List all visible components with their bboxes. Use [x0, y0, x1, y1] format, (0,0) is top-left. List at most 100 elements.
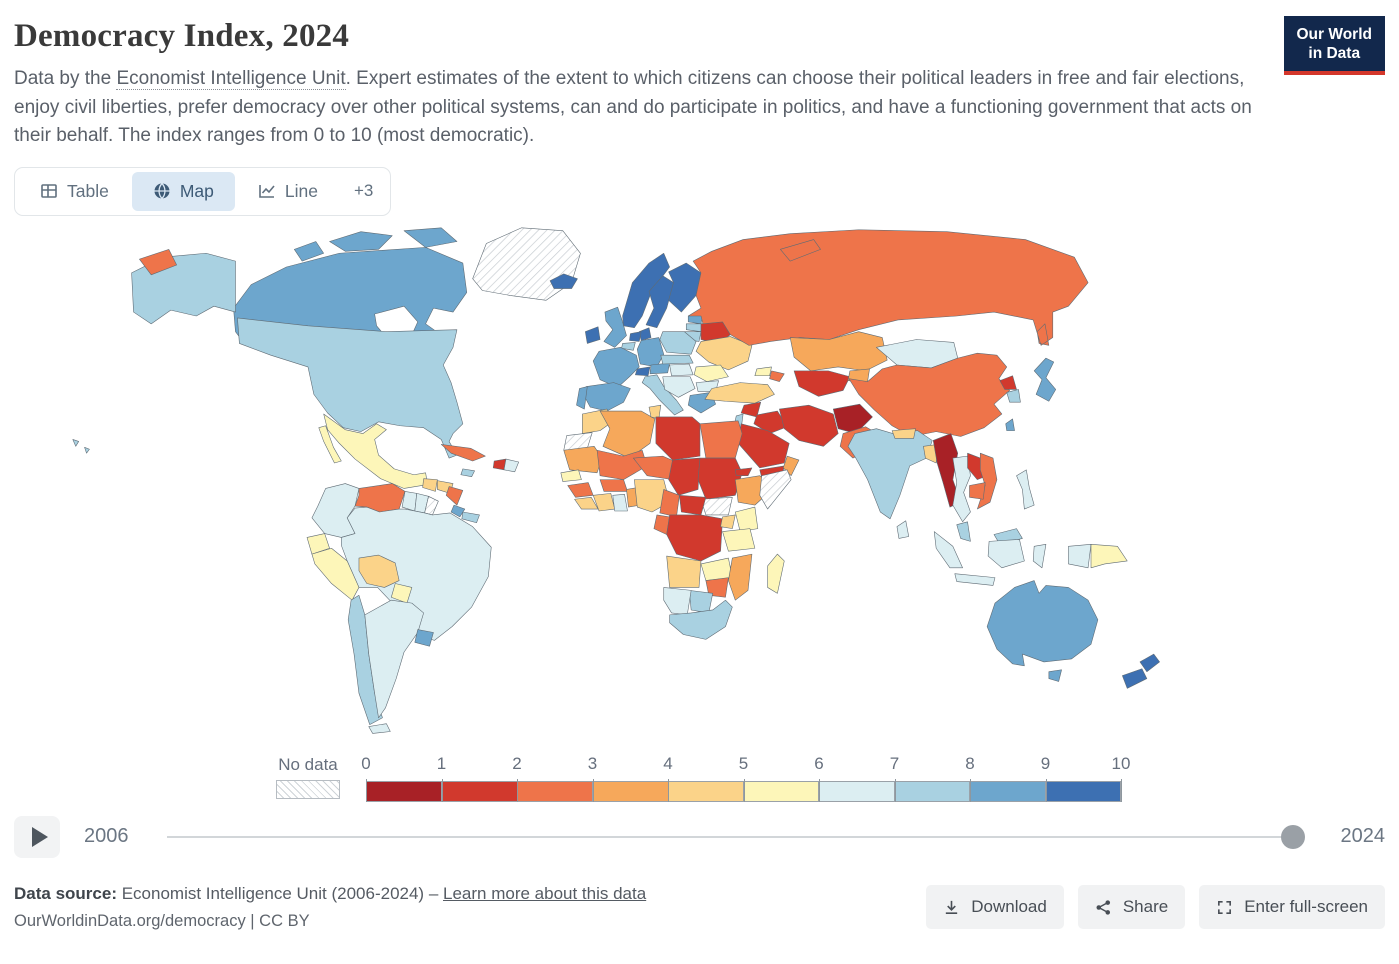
country-shape[interactable] [666, 555, 702, 588]
country-shape[interactable] [1090, 543, 1128, 568]
country-shape[interactable] [700, 496, 733, 515]
country-shape[interactable] [603, 306, 627, 348]
country-shape[interactable] [933, 530, 1092, 586]
country-shape[interactable] [666, 514, 723, 561]
country-shape[interactable] [1033, 357, 1057, 402]
country-shape[interactable] [659, 330, 697, 354]
country-shape[interactable] [891, 427, 916, 439]
country-shape[interactable] [779, 404, 839, 447]
country-shape[interactable] [139, 248, 177, 275]
country-shape[interactable] [638, 326, 652, 341]
country-shape[interactable] [549, 273, 578, 289]
country-shape[interactable] [364, 599, 424, 734]
country-shape[interactable] [422, 477, 438, 492]
country-shape[interactable] [754, 366, 772, 376]
country-shape[interactable] [660, 354, 694, 364]
country-shape[interactable] [445, 485, 464, 505]
country-shape[interactable] [848, 352, 1010, 437]
country-shape[interactable] [668, 262, 702, 312]
country-shape[interactable] [347, 594, 383, 725]
tab-more[interactable]: +3 [353, 181, 374, 200]
country-shape[interactable] [503, 458, 519, 472]
timeline-slider[interactable] [166, 824, 1305, 849]
country-shape[interactable] [450, 504, 466, 517]
tab-table[interactable]: Table [19, 172, 130, 211]
country-shape[interactable] [472, 226, 581, 301]
country-shape[interactable] [318, 413, 428, 489]
country-shape[interactable] [767, 553, 785, 594]
country-shape[interactable] [1016, 469, 1035, 509]
country-shape[interactable] [705, 576, 729, 598]
country-shape[interactable] [669, 363, 694, 376]
country-shape[interactable] [72, 317, 464, 458]
country-shape[interactable] [969, 481, 986, 500]
country-shape[interactable] [669, 599, 733, 640]
country-shape[interactable] [440, 443, 486, 461]
country-shape[interactable] [832, 403, 873, 434]
country-shape[interactable] [621, 341, 636, 351]
country-shape[interactable] [720, 514, 736, 529]
country-shape[interactable] [659, 488, 680, 517]
country-shape[interactable] [685, 323, 704, 332]
country-shape[interactable] [1006, 388, 1021, 403]
tab-map[interactable]: Map [131, 171, 235, 211]
country-shape[interactable] [688, 589, 714, 613]
country-shape[interactable] [722, 527, 756, 551]
country-shape[interactable] [460, 468, 475, 477]
country-shape[interactable] [896, 520, 910, 539]
country-shape[interactable] [358, 554, 400, 588]
country-shape[interactable] [560, 469, 582, 482]
country-shape[interactable] [999, 374, 1017, 390]
country-shape[interactable] [977, 452, 998, 509]
country-shape[interactable] [753, 410, 788, 434]
country-shape[interactable] [1005, 418, 1015, 431]
country-shape[interactable] [789, 330, 888, 371]
owid-logo[interactable]: Our World in Data [1283, 16, 1385, 75]
country-shape[interactable] [636, 336, 665, 367]
country-shape[interactable] [641, 373, 684, 415]
country-shape[interactable] [704, 381, 775, 403]
country-shape[interactable] [662, 375, 696, 398]
country-shape[interactable] [649, 362, 670, 374]
country-shape[interactable] [599, 410, 656, 458]
learn-more-link[interactable]: Learn more about this data [443, 883, 647, 903]
country-shape[interactable] [793, 370, 851, 397]
country-shape[interactable] [414, 628, 434, 647]
share-button[interactable]: Share [1077, 885, 1186, 929]
country-shape[interactable] [583, 381, 631, 411]
country-shape[interactable] [612, 493, 628, 511]
country-shape[interactable] [655, 416, 701, 460]
download-button[interactable]: Download [926, 885, 1064, 929]
country-shape[interactable] [699, 420, 743, 458]
country-shape[interactable] [695, 335, 753, 370]
country-shape[interactable] [635, 366, 651, 376]
fullscreen-button[interactable]: Enter full-screen [1199, 885, 1385, 929]
country-shape[interactable] [769, 370, 785, 382]
country-shape[interactable] [693, 364, 729, 382]
country-shape[interactable] [679, 494, 707, 515]
country-shape[interactable] [629, 330, 642, 342]
country-shape[interactable] [728, 553, 753, 600]
country-shape[interactable] [1122, 653, 1160, 689]
country-shape[interactable] [567, 481, 594, 498]
country-shape[interactable] [576, 385, 588, 409]
country-shape[interactable] [311, 482, 360, 538]
country-shape[interactable] [592, 346, 640, 388]
country-shape[interactable] [700, 557, 733, 581]
country-shape[interactable] [645, 275, 674, 328]
country-shape[interactable] [759, 469, 792, 509]
country-shape[interactable] [734, 506, 759, 532]
tab-line[interactable]: Line [237, 172, 339, 211]
country-shape[interactable] [599, 478, 628, 492]
country-shape[interactable] [306, 532, 330, 554]
country-shape[interactable] [401, 490, 418, 511]
country-shape[interactable] [847, 427, 933, 519]
country-shape[interactable] [461, 511, 480, 523]
country-shape[interactable] [986, 579, 1099, 682]
country-shape[interactable] [585, 325, 601, 344]
country-shape[interactable] [311, 547, 360, 600]
country-shape[interactable] [697, 457, 743, 500]
play-button[interactable] [14, 815, 60, 858]
timeline-handle[interactable] [1280, 824, 1305, 849]
country-shape[interactable] [668, 457, 701, 496]
